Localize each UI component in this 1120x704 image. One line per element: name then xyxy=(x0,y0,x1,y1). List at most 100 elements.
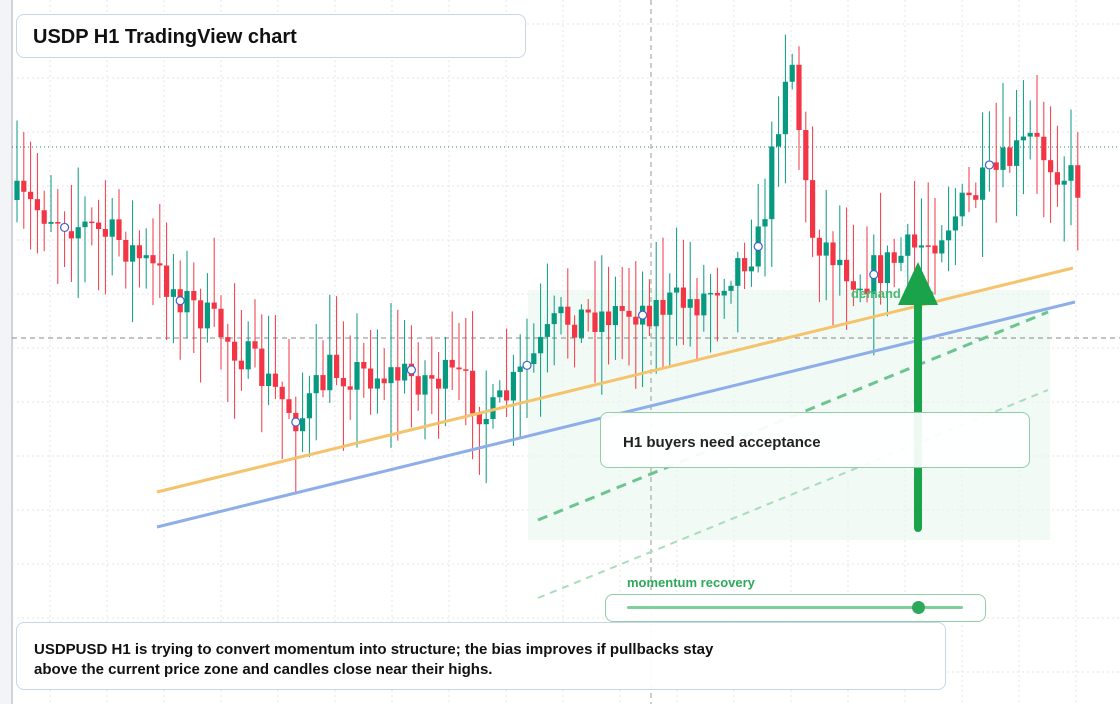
candle-body xyxy=(1014,140,1020,166)
candle-body xyxy=(925,245,931,247)
candle-body xyxy=(789,64,795,82)
candle-body xyxy=(599,311,605,332)
candle-body xyxy=(810,180,816,238)
candle-body xyxy=(497,390,503,398)
candle-body xyxy=(191,290,197,301)
candle-body xyxy=(653,299,659,327)
candle-body xyxy=(619,306,625,311)
candle-body xyxy=(238,360,244,370)
candle-body xyxy=(735,258,741,286)
candle-body xyxy=(980,167,986,200)
candle-body xyxy=(864,288,870,294)
candle-body xyxy=(701,293,707,316)
candle-body xyxy=(674,287,680,293)
slider-label: momentum recovery xyxy=(627,575,755,590)
candle-body xyxy=(837,259,843,266)
candle-body xyxy=(918,245,924,248)
candle-body xyxy=(966,192,972,196)
candle-body xyxy=(429,375,435,379)
candle-body xyxy=(116,219,122,240)
candle-body xyxy=(667,292,673,315)
candle-body xyxy=(320,375,326,391)
candle-body xyxy=(422,375,428,395)
candle-body xyxy=(728,285,734,291)
slider-track xyxy=(627,606,963,609)
candle-body xyxy=(204,302,210,329)
candle-body xyxy=(374,378,380,389)
candle-body xyxy=(748,266,754,272)
slider-knob[interactable] xyxy=(912,601,925,614)
candle-body xyxy=(912,234,918,248)
candle-body xyxy=(1027,132,1033,137)
candle-body xyxy=(551,313,557,325)
candle-body xyxy=(395,367,401,381)
candle-body xyxy=(225,337,231,342)
candle-body xyxy=(157,263,163,266)
title: USDP H1 TradingView chart xyxy=(33,26,297,48)
candle-body xyxy=(952,216,958,231)
candle-body xyxy=(884,252,890,284)
candle-body xyxy=(830,242,836,266)
candle-body xyxy=(932,245,938,254)
candle-body xyxy=(850,281,856,290)
candle-body xyxy=(1068,165,1074,181)
candle-body xyxy=(816,237,822,256)
candle-body xyxy=(844,259,850,282)
footer-text: USDPUSD H1 is trying to convert momentum… xyxy=(34,640,713,680)
candle-body xyxy=(48,222,54,224)
candle-body xyxy=(973,195,979,200)
candle-body xyxy=(334,354,340,379)
candle-body xyxy=(266,373,272,386)
candle-body xyxy=(687,299,693,308)
arrow-head xyxy=(898,262,938,305)
signal-marker xyxy=(522,360,532,370)
footer-box: USDPUSD H1 is trying to convert momentum… xyxy=(16,622,946,690)
candle-body xyxy=(490,397,496,419)
candle-body xyxy=(476,413,482,425)
signal-marker xyxy=(753,241,763,252)
candle-body xyxy=(612,306,618,326)
candle-body xyxy=(660,299,666,315)
candle-body xyxy=(368,368,374,389)
candle-body xyxy=(300,418,306,432)
candle-body xyxy=(959,192,965,217)
candle-body xyxy=(1020,136,1026,141)
candle-body xyxy=(1054,172,1060,185)
candle-body xyxy=(436,378,442,389)
candle-body xyxy=(578,309,584,338)
candle-body xyxy=(504,390,510,401)
candle-body xyxy=(782,81,788,135)
candle-body xyxy=(538,336,544,354)
callout-box: H1 buyers need acceptance xyxy=(600,412,1030,468)
slider-box[interactable] xyxy=(605,594,986,622)
candle-body xyxy=(272,373,278,387)
candle-body xyxy=(184,290,190,313)
candle-body xyxy=(646,305,652,327)
title-box: USDP H1 TradingView chart xyxy=(16,14,526,58)
candle-body xyxy=(327,354,333,391)
candle-body xyxy=(259,348,265,386)
candle-body xyxy=(306,393,312,419)
candle-body xyxy=(449,359,455,368)
signal-marker xyxy=(291,417,301,427)
candle-body xyxy=(939,240,945,254)
candle-body xyxy=(510,371,516,401)
candle-body xyxy=(28,191,34,200)
candle-body xyxy=(742,258,748,272)
candle-body xyxy=(762,219,768,227)
signal-marker xyxy=(869,269,879,280)
candle-body xyxy=(354,362,360,390)
candle-body xyxy=(21,180,27,192)
candle-body xyxy=(1075,165,1081,198)
candle-body xyxy=(109,219,115,237)
candle-body xyxy=(150,255,156,264)
candle-body xyxy=(68,231,74,239)
candle-body xyxy=(572,324,578,338)
candle-body xyxy=(340,378,346,387)
candle-body xyxy=(130,245,136,262)
candle-body xyxy=(517,366,523,372)
candle-body xyxy=(361,362,367,369)
candle-body xyxy=(776,134,782,147)
candle-body xyxy=(286,399,292,413)
